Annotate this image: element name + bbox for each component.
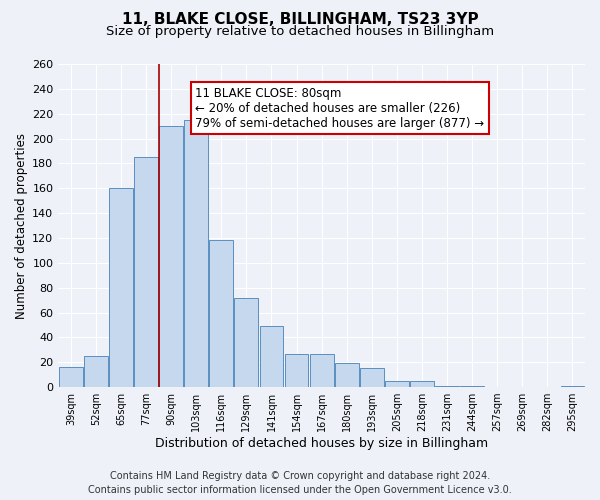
Bar [310, 354, 334, 387]
Bar [109, 188, 133, 387]
Text: 11 BLAKE CLOSE: 80sqm
← 20% of detached houses are smaller (226)
79% of semi-det: 11 BLAKE CLOSE: 80sqm ← 20% of detached … [195, 86, 484, 130]
Bar [284, 354, 308, 387]
X-axis label: Distribution of detached houses by size in Billingham: Distribution of detached houses by size … [155, 437, 488, 450]
Bar [560, 386, 584, 387]
Bar [159, 126, 183, 387]
Text: Contains HM Land Registry data © Crown copyright and database right 2024.
Contai: Contains HM Land Registry data © Crown c… [88, 471, 512, 495]
Bar [184, 120, 208, 387]
Bar [410, 381, 434, 387]
Bar [360, 368, 384, 387]
Text: 11, BLAKE CLOSE, BILLINGHAM, TS23 3YP: 11, BLAKE CLOSE, BILLINGHAM, TS23 3YP [122, 12, 478, 28]
Bar [84, 356, 108, 387]
Bar [209, 240, 233, 387]
Y-axis label: Number of detached properties: Number of detached properties [15, 132, 28, 318]
Bar [435, 386, 459, 387]
Bar [59, 367, 83, 387]
Bar [134, 157, 158, 387]
Bar [385, 381, 409, 387]
Bar [260, 326, 283, 387]
Text: Size of property relative to detached houses in Billingham: Size of property relative to detached ho… [106, 25, 494, 38]
Bar [460, 386, 484, 387]
Bar [235, 298, 259, 387]
Bar [335, 364, 359, 387]
